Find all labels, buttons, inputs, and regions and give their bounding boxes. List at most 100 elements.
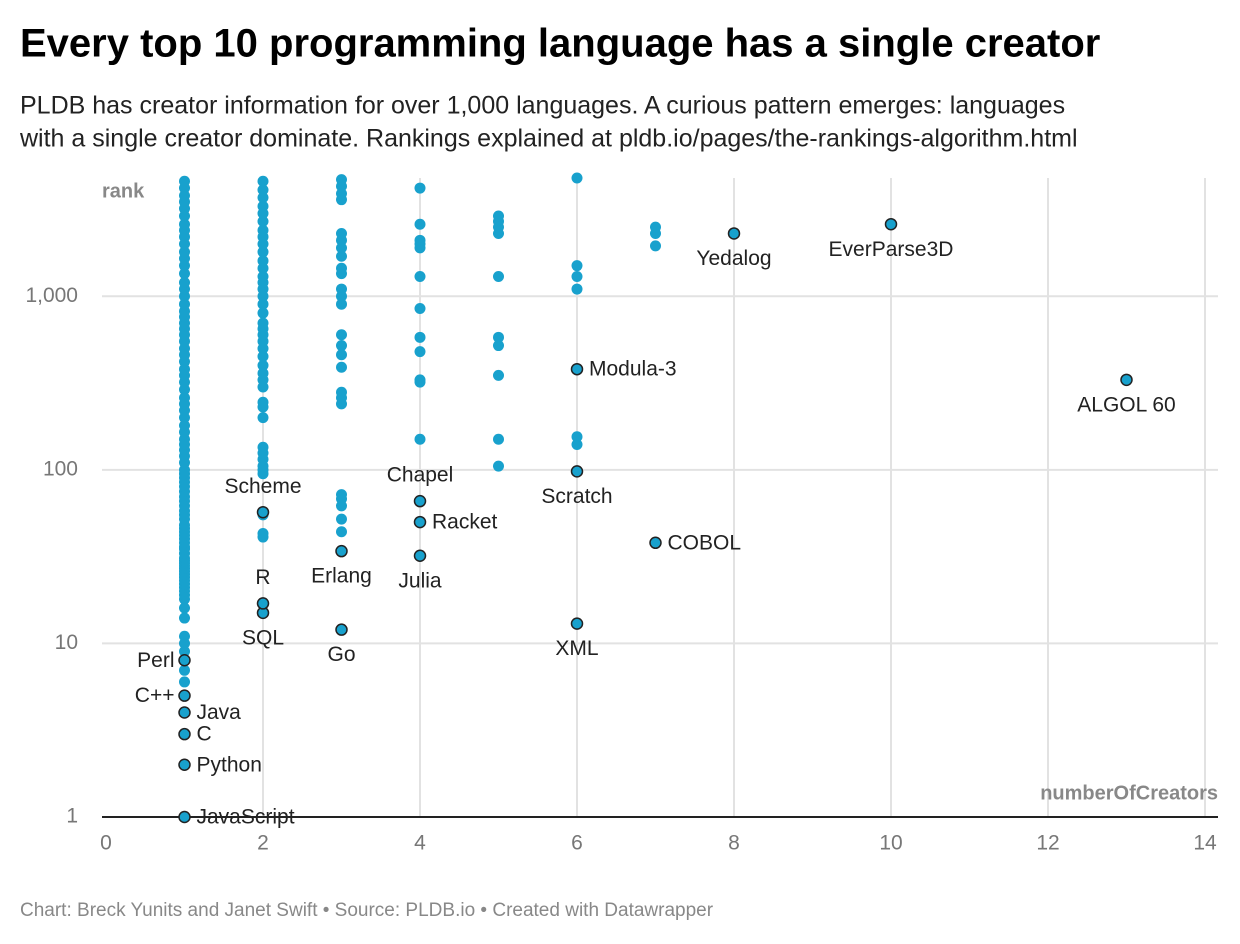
point xyxy=(336,361,347,373)
point xyxy=(257,527,269,539)
point xyxy=(179,268,190,280)
highlighted-point xyxy=(178,653,191,667)
point xyxy=(414,182,426,194)
highlighted-point xyxy=(884,217,898,231)
point xyxy=(336,340,347,352)
point xyxy=(414,270,426,282)
point-label: Racket xyxy=(432,511,498,534)
point-label: ALGOL 60 xyxy=(1077,393,1175,416)
point xyxy=(414,433,426,445)
point xyxy=(257,200,269,212)
point xyxy=(336,283,347,295)
point xyxy=(414,234,426,246)
y-axis-label: rank xyxy=(102,180,145,202)
highlighted-point xyxy=(413,515,427,529)
chart-subtitle: with a single creator dominate. Rankings… xyxy=(19,125,1078,153)
point xyxy=(336,349,347,361)
x-tick-label: 2 xyxy=(257,832,269,855)
point xyxy=(336,242,347,254)
highlighted-point xyxy=(570,617,584,630)
point xyxy=(571,172,583,184)
point xyxy=(414,303,426,315)
x-tick-label: 6 xyxy=(571,832,583,855)
point-label: SQL xyxy=(242,626,284,649)
highlighted-point xyxy=(335,544,348,558)
highlighted-point xyxy=(413,549,427,562)
y-tick-label: 1,000 xyxy=(25,284,78,307)
x-tick-label: 10 xyxy=(879,832,902,855)
point xyxy=(336,250,347,262)
point xyxy=(336,298,347,310)
point xyxy=(257,367,269,379)
point xyxy=(179,298,190,310)
point xyxy=(257,441,269,453)
point-label: JavaScript xyxy=(197,806,295,829)
point xyxy=(571,283,583,295)
point xyxy=(257,350,269,362)
point xyxy=(179,676,190,688)
highlighted-point xyxy=(178,810,191,824)
point xyxy=(179,392,190,404)
x-axis-label: numberOfCreators xyxy=(1040,782,1218,804)
point xyxy=(336,489,347,501)
x-tick-label: 4 xyxy=(414,832,426,855)
highlighted-point xyxy=(335,623,348,636)
point-label: C++ xyxy=(135,684,175,707)
point xyxy=(179,630,190,642)
highlighted-point xyxy=(178,727,191,741)
point xyxy=(336,513,347,525)
point xyxy=(257,215,269,227)
x-tick-label: 8 xyxy=(728,832,740,855)
point xyxy=(257,412,269,424)
highlighted-point xyxy=(570,465,584,478)
point xyxy=(179,602,190,614)
source-note: Chart: Breck Yunits and Janet Swift • So… xyxy=(20,900,714,921)
point xyxy=(336,329,347,341)
point xyxy=(257,307,269,319)
highlighted-point xyxy=(413,494,427,508)
point xyxy=(257,359,269,371)
point-label: Perl xyxy=(137,649,174,672)
x-tick-label: 12 xyxy=(1036,832,1059,855)
point xyxy=(493,270,504,282)
point xyxy=(257,317,269,329)
point-label: Modula-3 xyxy=(589,358,677,381)
point xyxy=(257,396,269,408)
point xyxy=(257,192,269,204)
point-label: XML xyxy=(555,637,598,660)
point-label: R xyxy=(255,566,270,589)
point xyxy=(179,612,190,624)
point-label: EverParse3D xyxy=(829,238,954,261)
highlighted-point xyxy=(178,689,191,702)
point xyxy=(650,221,661,233)
point xyxy=(257,255,269,267)
point xyxy=(493,460,504,472)
point-label: Julia xyxy=(398,569,442,592)
highlighted-point xyxy=(1120,373,1133,387)
point xyxy=(179,175,190,187)
highlighted-point xyxy=(649,536,662,550)
point xyxy=(414,346,426,358)
point-label: Chapel xyxy=(387,464,454,487)
point-label: Erlang xyxy=(311,565,372,588)
highlighted-point xyxy=(178,758,191,771)
point xyxy=(414,218,426,230)
point xyxy=(179,664,190,676)
point xyxy=(336,262,347,274)
point-label: Yedalog xyxy=(696,247,771,270)
point xyxy=(493,331,504,343)
highlighted-point xyxy=(727,227,741,240)
point-label: Scratch xyxy=(541,485,612,508)
point-label: COBOL xyxy=(668,531,742,554)
point xyxy=(336,227,347,239)
point xyxy=(571,260,583,272)
point xyxy=(179,218,190,230)
point xyxy=(571,438,583,450)
point-label: Java xyxy=(197,701,242,724)
point xyxy=(179,420,190,432)
point xyxy=(493,340,504,352)
point xyxy=(336,174,347,186)
y-tick-label: 10 xyxy=(55,631,78,654)
point-label: Scheme xyxy=(224,475,301,498)
